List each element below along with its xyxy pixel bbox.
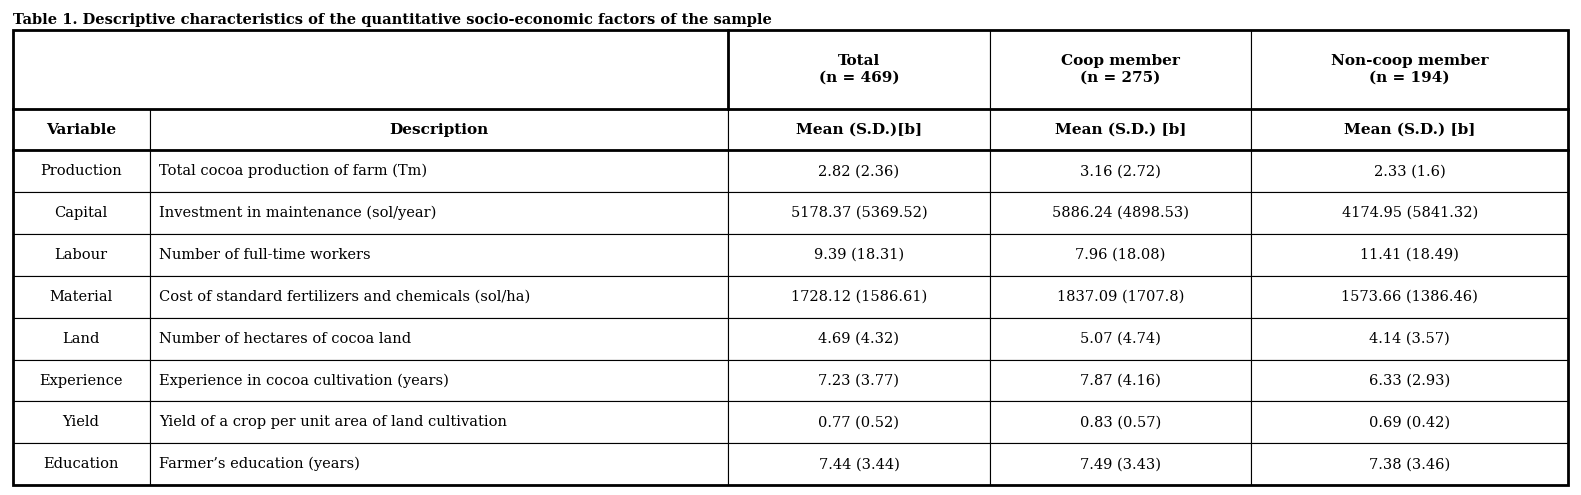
Text: 4.69 (4.32): 4.69 (4.32) xyxy=(819,332,900,346)
Text: Total cocoa production of farm (Tm): Total cocoa production of farm (Tm) xyxy=(160,164,427,179)
Text: Mean (S.D.)[b]: Mean (S.D.)[b] xyxy=(795,123,922,137)
Bar xyxy=(990,359,1251,401)
Text: 1573.66 (1386.46): 1573.66 (1386.46) xyxy=(1341,290,1478,304)
Bar xyxy=(729,318,990,359)
Bar xyxy=(150,318,729,359)
Text: 1837.09 (1707.8): 1837.09 (1707.8) xyxy=(1056,290,1184,304)
Text: 3.16 (2.72): 3.16 (2.72) xyxy=(1080,164,1160,178)
Text: 9.39 (18.31): 9.39 (18.31) xyxy=(814,248,904,262)
Bar xyxy=(13,150,150,192)
Bar xyxy=(150,234,729,276)
Bar xyxy=(13,192,150,234)
Bar xyxy=(150,401,729,443)
Bar xyxy=(1251,276,1568,318)
Bar xyxy=(150,276,729,318)
Bar xyxy=(1251,150,1568,192)
Bar xyxy=(990,192,1251,234)
Bar xyxy=(990,318,1251,359)
Text: 0.83 (0.57): 0.83 (0.57) xyxy=(1080,415,1160,429)
Text: Description: Description xyxy=(389,123,489,137)
Bar xyxy=(729,443,990,485)
Text: Investment in maintenance (sol/year): Investment in maintenance (sol/year) xyxy=(160,206,436,220)
Bar xyxy=(150,150,729,192)
Bar xyxy=(13,109,150,150)
Text: Table 1. Descriptive characteristics of the quantitative socio-economic factors : Table 1. Descriptive characteristics of … xyxy=(13,13,772,27)
Text: Experience in cocoa cultivation (years): Experience in cocoa cultivation (years) xyxy=(160,373,449,388)
Bar xyxy=(150,443,729,485)
Bar xyxy=(1251,359,1568,401)
Text: 6.33 (2.93): 6.33 (2.93) xyxy=(1369,374,1450,388)
Bar xyxy=(990,150,1251,192)
Text: Production: Production xyxy=(40,164,122,178)
Text: Mean (S.D.) [b]: Mean (S.D.) [b] xyxy=(1344,123,1475,137)
Text: 4.14 (3.57): 4.14 (3.57) xyxy=(1369,332,1450,346)
Text: Education: Education xyxy=(43,457,119,471)
Text: Yield of a crop per unit area of land cultivation: Yield of a crop per unit area of land cu… xyxy=(160,415,508,429)
Text: Capital: Capital xyxy=(54,206,108,220)
Bar xyxy=(13,318,150,359)
Bar xyxy=(729,234,990,276)
Bar xyxy=(990,234,1251,276)
Bar xyxy=(1251,192,1568,234)
Text: Number of full-time workers: Number of full-time workers xyxy=(160,248,370,262)
Text: Yield: Yield xyxy=(63,415,100,429)
Bar xyxy=(1251,109,1568,150)
Bar xyxy=(990,276,1251,318)
Text: 7.44 (3.44): 7.44 (3.44) xyxy=(819,457,900,471)
Bar xyxy=(729,276,990,318)
Bar xyxy=(13,443,150,485)
Text: 1728.12 (1586.61): 1728.12 (1586.61) xyxy=(790,290,926,304)
Bar xyxy=(150,359,729,401)
Text: 4174.95 (5841.32): 4174.95 (5841.32) xyxy=(1342,206,1478,220)
Text: Material: Material xyxy=(49,290,112,304)
Text: 5886.24 (4898.53): 5886.24 (4898.53) xyxy=(1051,206,1189,220)
Text: Cost of standard fertilizers and chemicals (sol/ha): Cost of standard fertilizers and chemica… xyxy=(160,290,530,304)
Text: 7.23 (3.77): 7.23 (3.77) xyxy=(819,374,900,388)
Text: 7.87 (4.16): 7.87 (4.16) xyxy=(1080,374,1160,388)
Bar xyxy=(1251,234,1568,276)
Text: Experience: Experience xyxy=(40,374,123,388)
Text: Non-coop member
(n = 194): Non-coop member (n = 194) xyxy=(1331,54,1488,85)
Text: Coop member
(n = 275): Coop member (n = 275) xyxy=(1061,54,1179,85)
Bar xyxy=(729,401,990,443)
Text: Variable: Variable xyxy=(46,123,115,137)
Text: Land: Land xyxy=(62,332,100,346)
Text: 11.41 (18.49): 11.41 (18.49) xyxy=(1360,248,1459,262)
Text: Farmer’s education (years): Farmer’s education (years) xyxy=(160,457,360,471)
Text: 7.49 (3.43): 7.49 (3.43) xyxy=(1080,457,1160,471)
Bar xyxy=(729,150,990,192)
Bar xyxy=(1251,401,1568,443)
Bar xyxy=(729,359,990,401)
Bar xyxy=(13,359,150,401)
Text: Mean (S.D.) [b]: Mean (S.D.) [b] xyxy=(1055,123,1186,137)
Bar xyxy=(729,109,990,150)
Text: 2.82 (2.36): 2.82 (2.36) xyxy=(819,164,900,178)
Bar xyxy=(13,234,150,276)
Bar xyxy=(150,192,729,234)
Text: 2.33 (1.6): 2.33 (1.6) xyxy=(1374,164,1445,178)
Bar xyxy=(1251,318,1568,359)
Bar xyxy=(1251,443,1568,485)
Text: 7.96 (18.08): 7.96 (18.08) xyxy=(1075,248,1165,262)
Text: 5.07 (4.74): 5.07 (4.74) xyxy=(1080,332,1160,346)
Bar xyxy=(13,401,150,443)
Text: Total
(n = 469): Total (n = 469) xyxy=(819,54,900,85)
Bar xyxy=(990,443,1251,485)
Text: Labour: Labour xyxy=(54,248,108,262)
Bar xyxy=(13,276,150,318)
Text: 0.69 (0.42): 0.69 (0.42) xyxy=(1369,415,1450,429)
Bar xyxy=(990,109,1251,150)
Text: 7.38 (3.46): 7.38 (3.46) xyxy=(1369,457,1450,471)
Text: 0.77 (0.52): 0.77 (0.52) xyxy=(819,415,900,429)
Bar xyxy=(990,401,1251,443)
Bar xyxy=(150,109,729,150)
Text: Number of hectares of cocoa land: Number of hectares of cocoa land xyxy=(160,332,411,346)
Text: 5178.37 (5369.52): 5178.37 (5369.52) xyxy=(790,206,928,220)
Bar xyxy=(729,192,990,234)
